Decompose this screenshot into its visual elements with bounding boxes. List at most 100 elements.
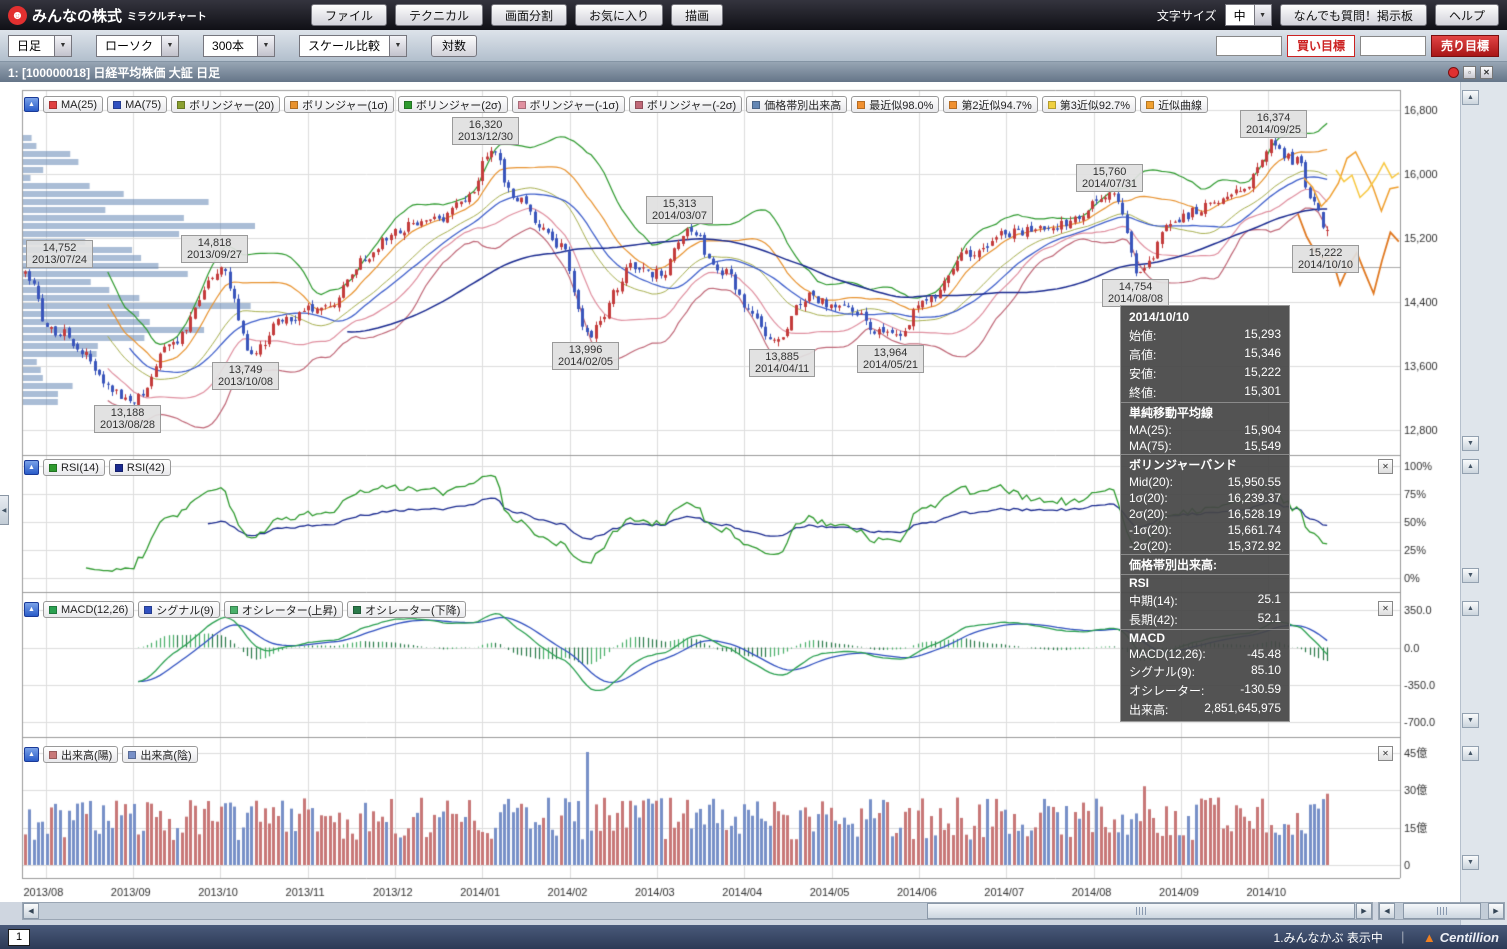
volume-panel-scroll-down-icon[interactable]: ▼ — [1462, 855, 1479, 870]
legend-button-近似曲線[interactable]: 近似曲線 — [1140, 96, 1209, 113]
main-legend-row: ▲ MA(25) MA(75) ボリンジャー(20) ボリンジャー(1σ) ボリンジャー… — [24, 96, 1209, 113]
chart-type-select[interactable]: ローソク ▼ — [96, 34, 180, 57]
legend-color-swatch — [49, 605, 57, 614]
price-annotation: 14,754 2014/08/08 — [1102, 279, 1170, 307]
legend-color-swatch — [144, 605, 153, 614]
mini-scrollbar-thumb[interactable] — [1403, 903, 1481, 919]
legend-button-MACD(12,26)[interactable]: MACD(12,26) — [43, 601, 135, 618]
scroll-right-icon[interactable]: ▶ — [1356, 903, 1372, 919]
volume-panel-scroll-up-icon[interactable]: ▲ — [1462, 746, 1479, 761]
legend-button-シグナル(9)[interactable]: シグナル(9) — [138, 601, 220, 618]
legend-button-MA(75)[interactable]: MA(75) — [107, 96, 168, 113]
macd-legend-row: ▲ MACD(12,26) シグナル(9) オシレーター(上昇) オシレーター(下降) — [24, 601, 467, 618]
tooltip-row: オシレーター: -130.59 — [1129, 682, 1281, 698]
chevron-down-icon[interactable]: ▼ — [1253, 4, 1272, 26]
left-panel-collapse-handle[interactable]: ◀ — [0, 495, 9, 525]
main-panel-scroll-up-icon[interactable]: ▲ — [1462, 90, 1479, 105]
price-annotation: 15,222 2014/10/10 — [1292, 245, 1360, 273]
volume-panel-close-icon[interactable]: ✕ — [1378, 746, 1393, 761]
menu-file-button[interactable]: ファイル — [311, 4, 388, 26]
rsi-panel-collapse-icon[interactable]: ▲ — [24, 460, 39, 475]
status-text: 1.みんなかぶ 表示中 — [1273, 930, 1383, 945]
legend-button-オシレーター(上昇)[interactable]: オシレーター(上昇) — [223, 601, 344, 618]
legend-button-ボリンジャー(2σ)[interactable]: ボリンジャー(2σ) — [397, 96, 508, 113]
legend-color-swatch — [634, 100, 643, 109]
main-panel-scroll-down-icon[interactable]: ▼ — [1462, 436, 1479, 451]
legend-button-第3近似92.7%[interactable]: 第3近似92.7% — [1041, 96, 1137, 113]
legend-color-swatch — [128, 750, 137, 759]
scroll-left-icon[interactable]: ◀ — [1379, 903, 1395, 919]
macd-panel-scroll-up-icon[interactable]: ▲ — [1462, 601, 1479, 616]
legend-button-ボリンジャー(-2σ)[interactable]: ボリンジャー(-2σ) — [628, 96, 743, 113]
mini-horizontal-scrollbar[interactable]: ◀ ▶ — [1378, 902, 1505, 920]
scroll-right-icon[interactable]: ▶ — [1488, 903, 1504, 919]
tooltip-row: 出来高: 2,851,645,975 — [1129, 701, 1281, 717]
legend-button-出来高(陽)[interactable]: 出来高(陽) — [43, 746, 119, 763]
font-size-select[interactable]: 中 ▼ — [1224, 4, 1272, 26]
horizontal-scrollbar[interactable]: ◀ ▶ — [22, 902, 1373, 920]
macd-panel-collapse-icon[interactable]: ▲ — [24, 602, 39, 617]
legend-button-MA(25)[interactable]: MA(25) — [43, 96, 104, 113]
font-size-label: 文字サイズ — [1156, 8, 1217, 23]
mini-scrollbar-track[interactable] — [1395, 903, 1488, 919]
scrollbar-thumb[interactable] — [927, 903, 1355, 919]
legend-color-swatch — [1146, 100, 1155, 109]
main-panel-collapse-icon[interactable]: ▲ — [24, 97, 39, 112]
sell-target-button[interactable]: 売り目標 — [1430, 34, 1499, 57]
menu-technical-button[interactable]: テクニカル — [395, 4, 484, 26]
log-scale-button[interactable]: 対数 — [431, 34, 478, 57]
buy-target-button[interactable]: 買い目標 — [1286, 34, 1355, 57]
help-button[interactable]: ヘルプ — [1434, 4, 1499, 26]
menu-split-screen-button[interactable]: 画面分割 — [491, 4, 568, 26]
tooltip-row: 始値: 15,293 — [1129, 327, 1281, 343]
chevron-down-icon[interactable]: ▼ — [161, 34, 180, 57]
chart-area: ▲ ▼ ▲ ▼ ▲ ▼ ▲ ▼ ▲ MA(25) MA(75) ボリンジャー(20)… — [0, 82, 1507, 925]
rsi-panel-close-icon[interactable]: ✕ — [1378, 459, 1393, 474]
tooltip-row: MA(75): 15,549 — [1129, 439, 1281, 453]
price-annotation: 15,760 2014/07/31 — [1076, 164, 1144, 192]
scale-compare-select[interactable]: スケール比較 ▼ — [299, 34, 408, 57]
rsi-panel-scroll-up-icon[interactable]: ▲ — [1462, 459, 1479, 474]
bar-count-select[interactable]: 300本 ▼ — [203, 34, 276, 57]
rsi-panel-scroll-down-icon[interactable]: ▼ — [1462, 568, 1479, 583]
volume-panel-collapse-icon[interactable]: ▲ — [24, 747, 39, 762]
timeframe-select[interactable]: 日足 ▼ — [8, 34, 72, 57]
buy-target-input[interactable] — [1215, 35, 1282, 56]
window-restore-icon[interactable]: ▫ — [1463, 65, 1476, 79]
tooltip-date: 2014/10/10 — [1129, 310, 1190, 324]
legend-button-オシレーター(下降)[interactable]: オシレーター(下降) — [347, 601, 467, 618]
tooltip-row: MACD(12,26): -45.48 — [1129, 647, 1281, 661]
legend-button-出来高(陰)[interactable]: 出来高(陰) — [122, 746, 198, 763]
question-board-button[interactable]: なんでも質問！掲示板 — [1279, 4, 1427, 26]
legend-button-ボリンジャー(20)[interactable]: ボリンジャー(20) — [171, 96, 281, 113]
window-close-icon[interactable]: ✕ — [1480, 65, 1493, 79]
legend-button-最近似98.0%[interactable]: 最近似98.0% — [851, 96, 940, 113]
chart-window-titlebar[interactable]: 1: [100000018] 日経平均株価 大証 日足 ▫ ✕ — [0, 62, 1507, 82]
menu-favorites-button[interactable]: お気に入り — [575, 4, 664, 26]
legend-color-swatch — [229, 605, 238, 614]
legend-button-ボリンジャー(-1σ)[interactable]: ボリンジャー(-1σ) — [511, 96, 625, 113]
legend-color-swatch — [49, 100, 57, 109]
scroll-left-icon[interactable]: ◀ — [23, 903, 39, 919]
legend-color-swatch — [49, 463, 57, 472]
menu-draw-button[interactable]: 描画 — [671, 4, 724, 26]
legend-button-RSI(14)[interactable]: RSI(14) — [43, 459, 105, 476]
legend-button-ボリンジャー(1σ)[interactable]: ボリンジャー(1σ) — [284, 96, 394, 113]
legend-button-価格帯別出来高[interactable]: 価格帯別出来高 — [746, 96, 848, 113]
chevron-down-icon[interactable]: ▼ — [54, 34, 72, 57]
sell-target-input[interactable] — [1359, 35, 1426, 56]
tooltip-section: 単純移動平均線 — [1121, 402, 1289, 422]
window-marker-icon[interactable] — [1448, 66, 1459, 78]
tooltip-row: 長期(42): 52.1 — [1129, 611, 1281, 627]
tooltip-row: -1σ(20): 15,661.74 — [1129, 523, 1281, 537]
macd-panel-close-icon[interactable]: ✕ — [1378, 601, 1393, 616]
status-separator: ｜ — [1396, 930, 1409, 945]
legend-color-swatch — [290, 100, 299, 109]
macd-panel-scroll-down-icon[interactable]: ▼ — [1462, 713, 1479, 728]
chart-tab-1[interactable]: 1 — [8, 928, 30, 946]
scrollbar-track[interactable] — [39, 903, 1356, 919]
chevron-down-icon[interactable]: ▼ — [389, 34, 408, 57]
legend-button-第2近似94.7%[interactable]: 第2近似94.7% — [943, 96, 1038, 113]
legend-button-RSI(42)[interactable]: RSI(42) — [108, 459, 171, 476]
chevron-down-icon[interactable]: ▼ — [257, 34, 276, 57]
